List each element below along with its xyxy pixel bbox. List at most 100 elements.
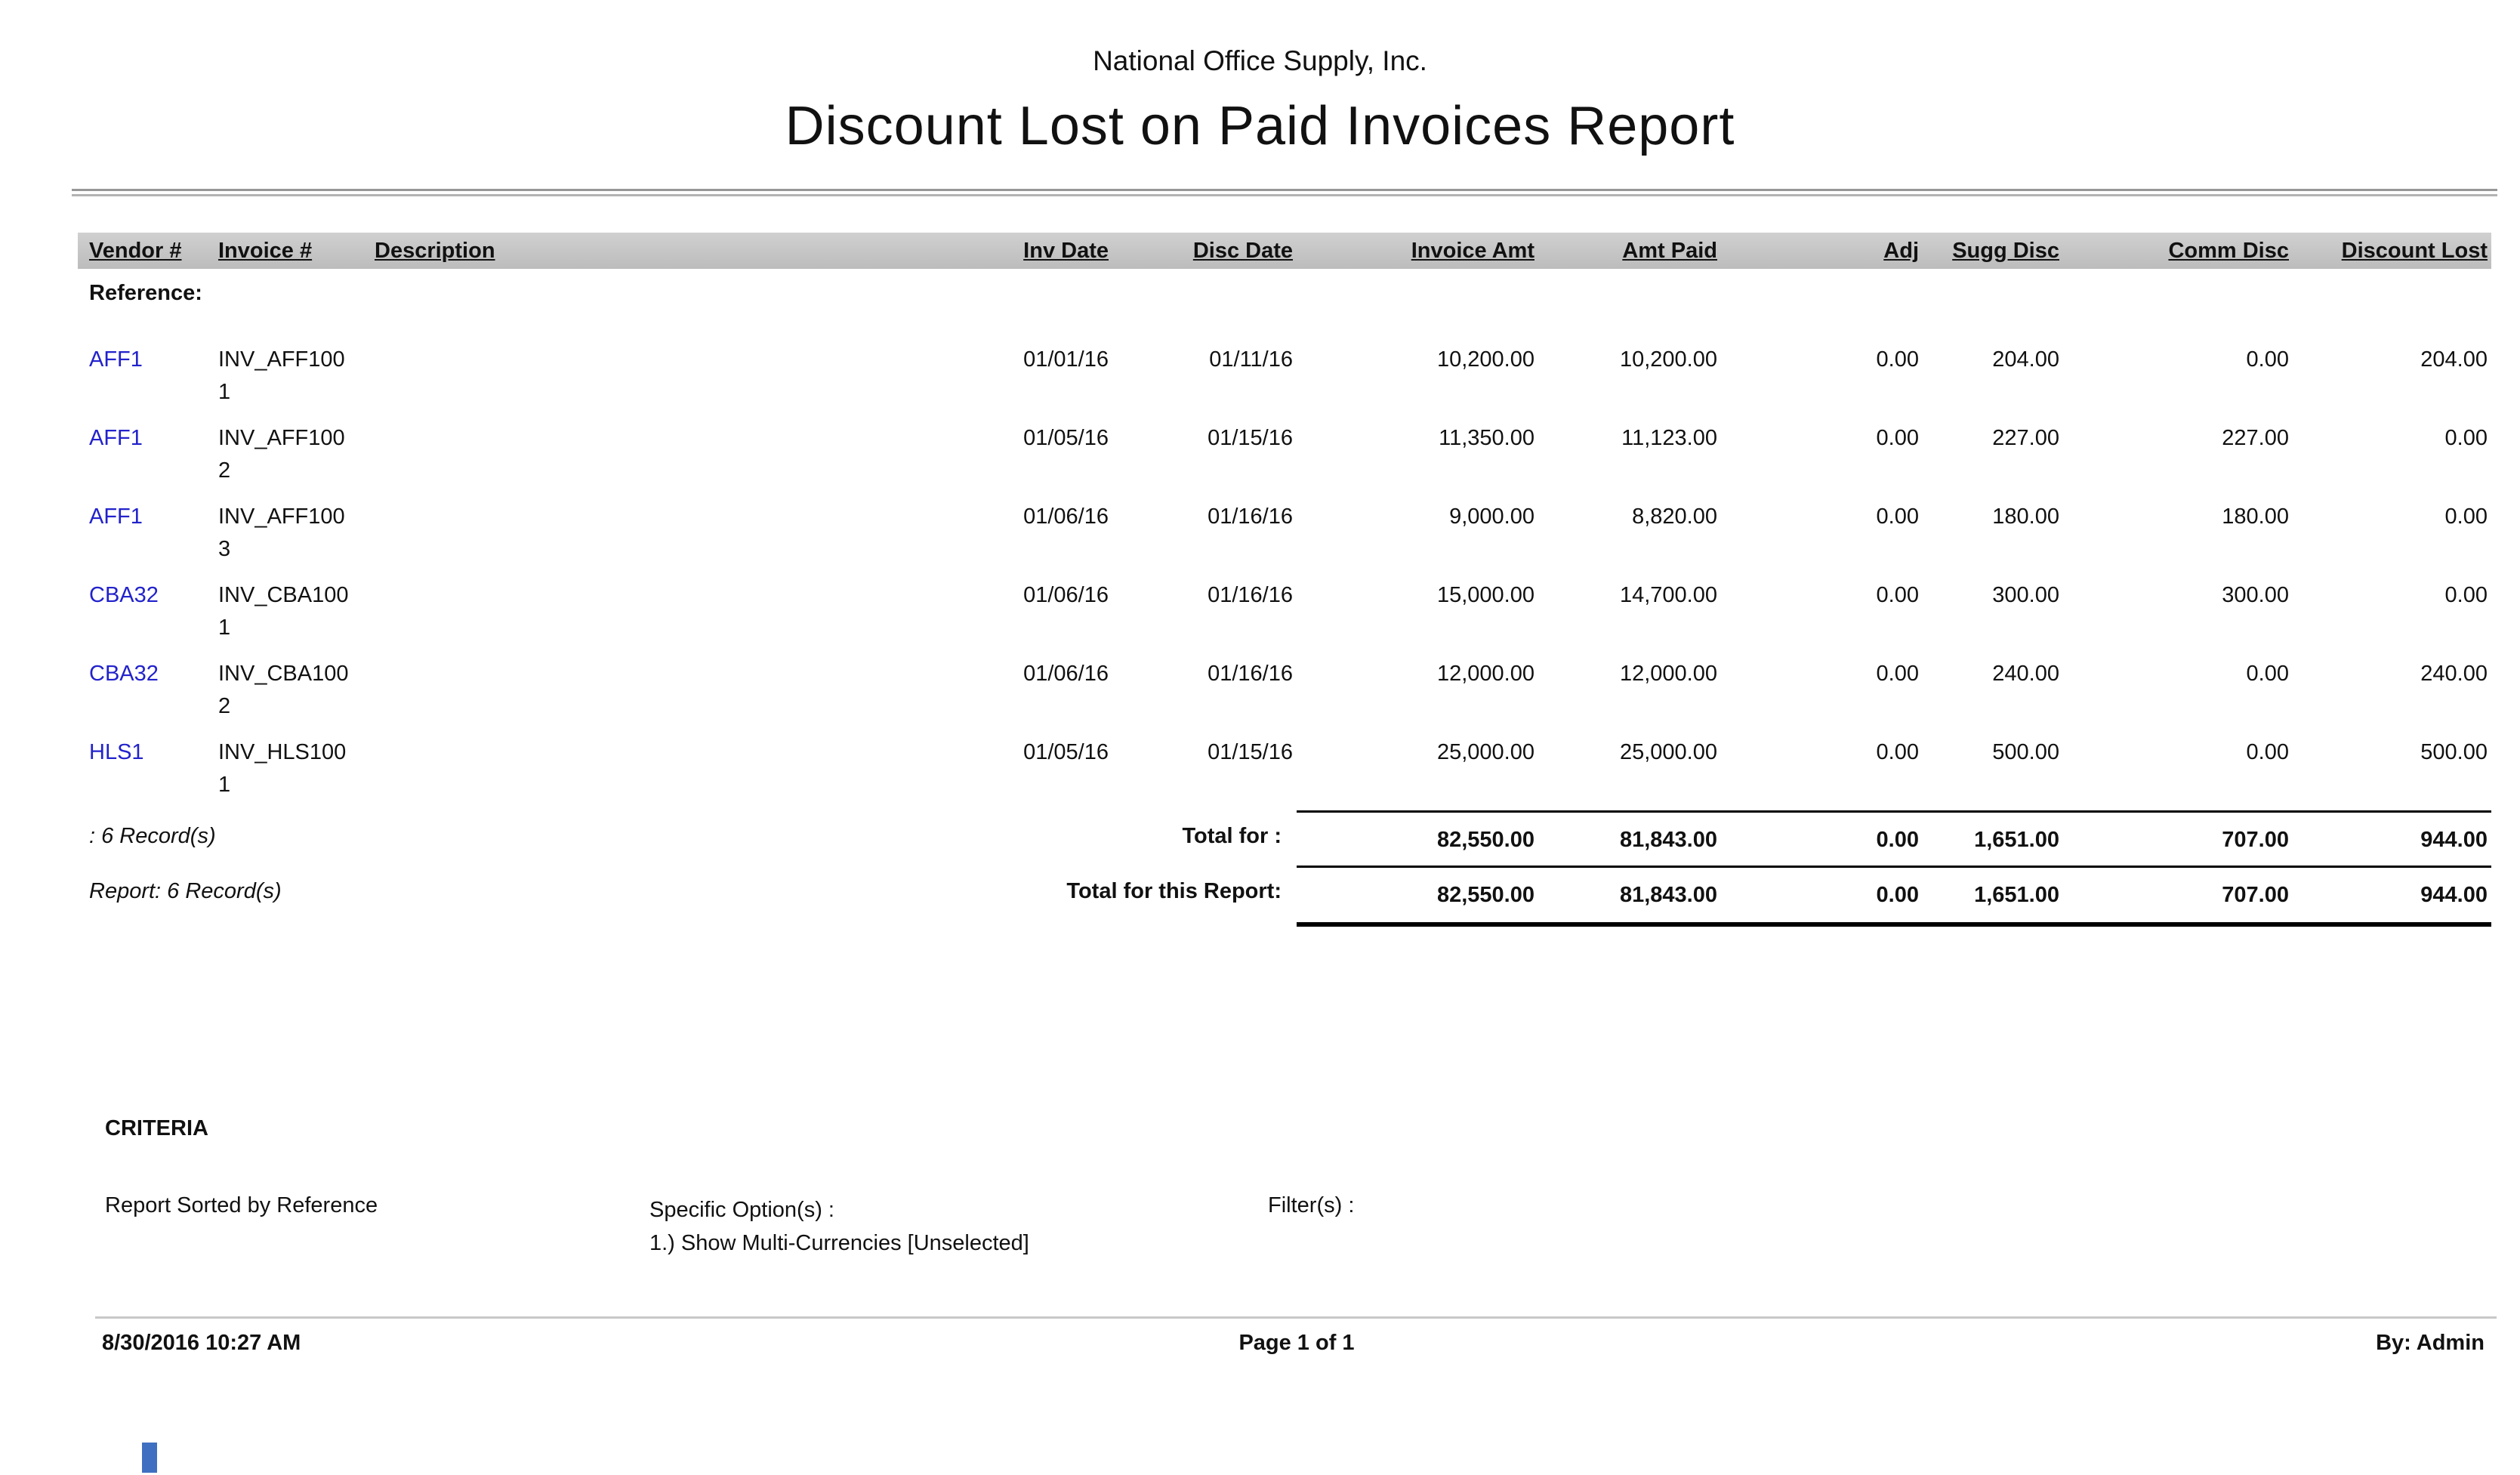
amt-paid-cell: 12,000.00 — [1619, 662, 1717, 686]
invoice-amt-cell: 25,000.00 — [1436, 740, 1535, 764]
disc-date-cell: 01/16/16 — [1208, 583, 1293, 607]
group-total-label: Total for : — [1182, 824, 1282, 848]
criteria-sorted-by: Report Sorted by Reference — [105, 1193, 378, 1217]
invoice-amt-cell: 9,000.00 — [1449, 505, 1535, 529]
col-header-inv-date: Inv Date — [1023, 238, 1109, 263]
comm-disc-cell: 0.00 — [2246, 662, 2289, 686]
vendor-link[interactable]: AFF1 — [89, 426, 143, 450]
amt-paid-cell: 10,200.00 — [1619, 347, 1717, 372]
report-total-labels: Report: 6 Record(s) Total for this Repor… — [78, 866, 1297, 927]
criteria-options: Specific Option(s) : 1.) Show Multi-Curr… — [649, 1193, 1029, 1260]
col-header-disc-date: Disc Date — [1192, 238, 1293, 263]
vendor-link[interactable]: AFF1 — [89, 347, 143, 372]
inv-date-cell: 01/05/16 — [1023, 426, 1109, 450]
vendor-link[interactable]: CBA32 — [89, 583, 159, 607]
total-invoice-amt: 82,550.00 — [1436, 883, 1535, 907]
invoice-line: INV_CBA100 — [218, 662, 349, 686]
amt-paid-cell: 14,700.00 — [1619, 583, 1717, 607]
disc-date-cell: 01/15/16 — [1208, 426, 1293, 450]
invoice-amt-cell: 10,200.00 — [1436, 347, 1535, 372]
report-record-count: Report: 6 Record(s) — [89, 879, 282, 903]
disc-date-cell: 01/15/16 — [1208, 740, 1293, 764]
group-total-values: 82,550.00 81,843.00 0.00 1,651.00 707.00… — [1297, 810, 2491, 866]
invoice-line: 1 — [218, 616, 231, 640]
invoice-amt-cell: 15,000.00 — [1436, 583, 1535, 607]
inv-date-cell: 01/06/16 — [1023, 583, 1109, 607]
invoice-line: 1 — [218, 380, 231, 404]
amt-paid-cell: 25,000.00 — [1619, 740, 1717, 764]
sugg-disc-cell: 227.00 — [1992, 426, 2059, 450]
total-adj: 0.00 — [1876, 828, 1919, 852]
report-total-label: Total for this Report: — [1066, 879, 1282, 903]
disc-date-cell: 01/16/16 — [1208, 505, 1293, 529]
sugg-disc-cell: 240.00 — [1992, 662, 2059, 686]
adj-cell: 0.00 — [1876, 505, 1919, 529]
invoice-amt-cell: 11,350.00 — [1439, 426, 1535, 450]
table-row: AFF1 INV_AFF100 2 01/05/16 01/15/16 11,3… — [78, 418, 2491, 496]
total-amt-paid: 81,843.00 — [1619, 828, 1717, 852]
discount-lost-cell: 0.00 — [2444, 583, 2488, 607]
report-title: Discount Lost on Paid Invoices Report — [785, 96, 1735, 156]
discount-lost-cell: 204.00 — [2420, 347, 2488, 372]
report-total-values: 82,550.00 81,843.00 0.00 1,651.00 707.00… — [1297, 866, 2491, 927]
invoice-table: Vendor # Invoice # Description Inv Date … — [78, 233, 2491, 927]
footer-datetime: 8/30/2016 10:27 AM — [102, 1331, 301, 1355]
invoice-line: 2 — [218, 458, 231, 483]
table-row: CBA32 INV_CBA100 1 01/06/16 01/16/16 15,… — [78, 575, 2491, 653]
total-sugg-disc: 1,651.00 — [1974, 828, 2059, 852]
invoice-number: INV_AFF100 2 — [218, 422, 375, 487]
footer-page-number: Page 1 of 1 — [1238, 1331, 1355, 1355]
vendor-link[interactable]: HLS1 — [89, 740, 144, 764]
total-comm-disc: 707.00 — [2222, 883, 2289, 907]
discount-lost-cell: 240.00 — [2420, 662, 2488, 686]
invoice-line: INV_AFF100 — [218, 347, 345, 372]
group-record-count: : 6 Record(s) — [89, 824, 216, 848]
invoice-line: 1 — [218, 773, 231, 797]
inv-date-cell: 01/05/16 — [1023, 740, 1109, 764]
company-name: National Office Supply, Inc. — [1093, 45, 1427, 76]
total-discount-lost: 944.00 — [2420, 883, 2488, 907]
invoice-amt-cell: 12,000.00 — [1436, 662, 1535, 686]
inv-date-cell: 01/06/16 — [1023, 662, 1109, 686]
invoice-number: INV_CBA100 1 — [218, 579, 375, 644]
total-discount-lost: 944.00 — [2420, 828, 2488, 852]
discount-lost-cell: 0.00 — [2444, 426, 2488, 450]
invoice-line: INV_CBA100 — [218, 583, 349, 607]
invoice-line: INV_HLS100 — [218, 740, 347, 764]
total-comm-disc: 707.00 — [2222, 828, 2289, 852]
footer-divider — [95, 1316, 2497, 1319]
adj-cell: 0.00 — [1876, 740, 1919, 764]
criteria-options-line: 1.) Show Multi-Currencies [Unselected] — [649, 1231, 1029, 1255]
invoice-line: 3 — [218, 537, 231, 561]
invoice-line: 2 — [218, 694, 231, 718]
table-row: CBA32 INV_CBA100 2 01/06/16 01/16/16 12,… — [78, 653, 2491, 732]
col-header-invoice: Invoice # — [218, 238, 313, 263]
total-invoice-amt: 82,550.00 — [1436, 828, 1535, 852]
inv-date-cell: 01/01/16 — [1023, 347, 1109, 372]
comm-disc-cell: 300.00 — [2222, 583, 2289, 607]
group-total-row: : 6 Record(s) Total for : 82,550.00 81,8… — [78, 810, 2491, 866]
amt-paid-cell: 8,820.00 — [1632, 505, 1717, 529]
vendor-link[interactable]: CBA32 — [89, 662, 159, 686]
criteria-filters-label: Filter(s) : — [1268, 1193, 1355, 1217]
invoice-number: INV_AFF100 1 — [218, 344, 375, 409]
invoice-line: INV_AFF100 — [218, 505, 345, 529]
col-header-amt-paid: Amt Paid — [1622, 238, 1717, 263]
adj-cell: 0.00 — [1876, 347, 1919, 372]
header-divider — [72, 189, 2497, 196]
disc-date-cell: 01/11/16 — [1209, 347, 1293, 372]
invoice-line: INV_AFF100 — [218, 426, 345, 450]
criteria-options-label: Specific Option(s) : — [649, 1198, 834, 1222]
col-header-sugg-disc: Sugg Disc — [1952, 238, 2059, 263]
footer-generated-by: By: Admin — [2376, 1331, 2485, 1355]
comm-disc-cell: 0.00 — [2246, 347, 2289, 372]
table-row: AFF1 INV_AFF100 1 01/01/16 01/11/16 10,2… — [78, 339, 2491, 418]
table-header-row: Vendor # Invoice # Description Inv Date … — [78, 233, 2491, 269]
total-amt-paid: 81,843.00 — [1619, 883, 1717, 907]
col-header-vendor: Vendor # — [89, 238, 182, 263]
col-header-description: Description — [375, 238, 495, 263]
vendor-link[interactable]: AFF1 — [89, 505, 143, 529]
table-row: AFF1 INV_AFF100 3 01/06/16 01/16/16 9,00… — [78, 496, 2491, 575]
screen-artifact — [142, 1443, 157, 1473]
